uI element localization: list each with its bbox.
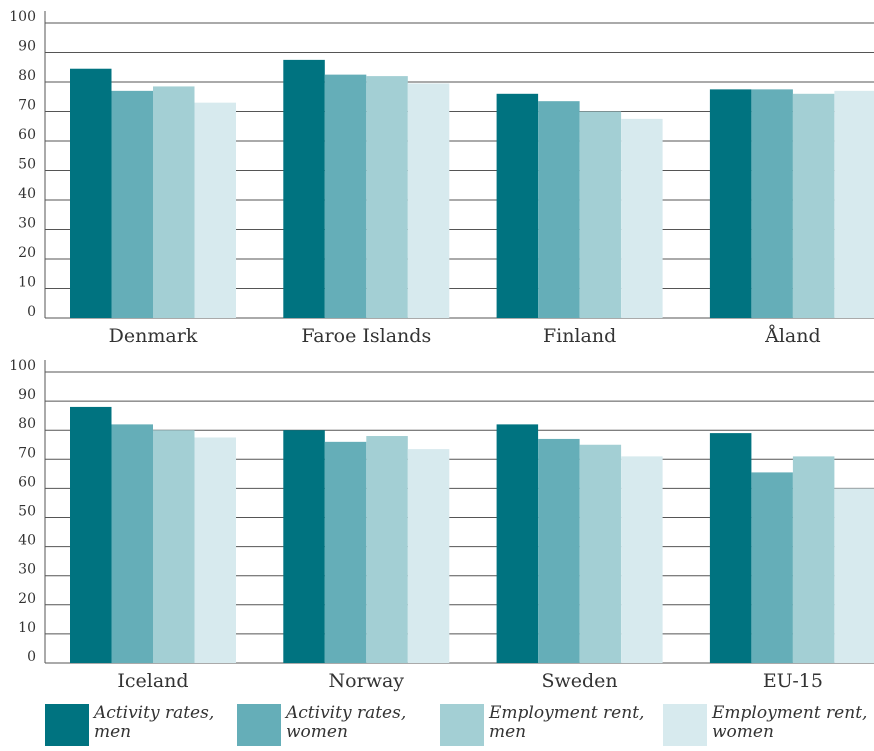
y-tick-label: 20 (18, 591, 36, 607)
x-tick-label: Iceland (117, 670, 188, 692)
bar (621, 456, 663, 663)
bar (324, 441, 367, 663)
x-tick-label: Denmark (109, 325, 198, 347)
x-tick-label: EU-15 (763, 670, 823, 692)
legend-label: Employment rent, men (489, 703, 645, 742)
y-tick-label: 20 (18, 245, 36, 261)
bar (621, 118, 663, 318)
bar (194, 437, 236, 663)
y-tick-label: 60 (18, 474, 36, 490)
x-tick-label: Norway (329, 670, 405, 692)
bar (111, 90, 153, 318)
bar (283, 430, 325, 663)
y-tick-label: 100 (9, 358, 36, 374)
legend-label: Activity rates, men (94, 703, 215, 742)
bar (792, 456, 835, 663)
bar (751, 472, 793, 663)
y-tick-label: 0 (27, 649, 36, 665)
y-tick-label: 90 (18, 39, 36, 55)
bar (792, 93, 835, 318)
bar (366, 436, 408, 663)
x-tick-label: Faroe Islands (301, 325, 431, 347)
bar (538, 438, 580, 663)
bar (366, 76, 408, 318)
y-tick-label: 30 (18, 216, 36, 232)
bar (407, 449, 450, 663)
y-tick-label: 40 (18, 533, 36, 549)
y-tick-label: 80 (18, 68, 36, 84)
bar (283, 59, 325, 318)
bar (709, 89, 752, 318)
bar (834, 90, 874, 318)
bar (111, 424, 153, 663)
bar (70, 406, 112, 663)
bar (709, 433, 752, 663)
legend-item: Activity rates, men (45, 704, 234, 746)
legend-label: Activity rates, women (286, 703, 407, 742)
legend-swatch (237, 704, 281, 746)
y-tick-label: 30 (18, 562, 36, 578)
y-tick-label: 60 (18, 127, 36, 143)
y-tick-label: 70 (18, 98, 36, 114)
legend-label: Employment rent, women (712, 703, 868, 742)
legend-item: Employment rent, women (663, 704, 874, 746)
bar (538, 101, 580, 318)
bar (153, 86, 195, 318)
y-tick-label: 50 (18, 157, 36, 173)
bar (496, 93, 539, 318)
bar (407, 83, 450, 318)
legend-item: Activity rates, women (237, 704, 416, 746)
bar (153, 430, 195, 663)
legend-swatch (440, 704, 484, 746)
x-tick-label: Åland (764, 325, 821, 347)
y-tick-label: 70 (18, 445, 36, 461)
bar (751, 89, 793, 318)
y-tick-label: 10 (18, 275, 36, 291)
legend-swatch (663, 704, 707, 746)
legend-item: Employment rent, men (440, 704, 659, 746)
y-tick-label: 90 (18, 387, 36, 403)
y-tick-label: 40 (18, 186, 36, 202)
y-tick-label: 0 (27, 304, 36, 320)
bar (834, 488, 874, 663)
bar (579, 444, 622, 663)
bar (496, 424, 539, 663)
y-tick-label: 50 (18, 504, 36, 520)
x-tick-label: Finland (543, 325, 616, 347)
bar (70, 68, 112, 318)
bar (324, 74, 367, 318)
legend: Activity rates, men Activity rates, women… (0, 704, 874, 749)
bar (579, 111, 622, 318)
y-tick-label: 80 (18, 416, 36, 432)
bar (194, 102, 236, 319)
x-tick-label: Sweden (542, 670, 618, 692)
y-tick-label: 100 (9, 9, 36, 25)
legend-swatch (45, 704, 89, 746)
y-tick-label: 10 (18, 620, 36, 636)
